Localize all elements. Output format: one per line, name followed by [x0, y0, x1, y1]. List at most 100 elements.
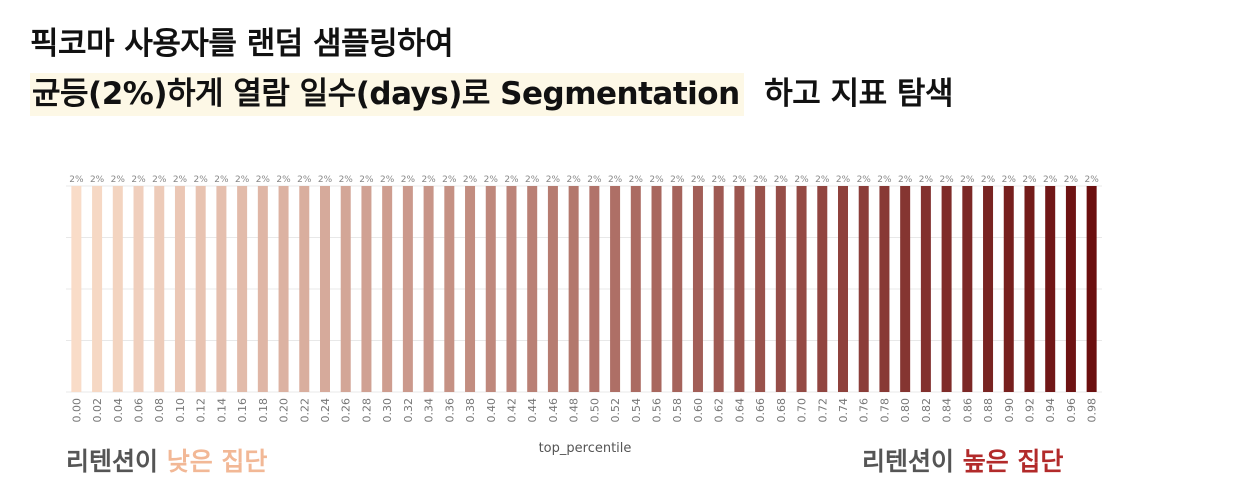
- data-label: 2%: [69, 175, 84, 185]
- data-label: 2%: [939, 175, 954, 185]
- x-tick-label: 0.20: [278, 398, 291, 423]
- data-label: 2%: [504, 175, 519, 185]
- bar: [920, 186, 931, 392]
- data-label: 2%: [442, 175, 457, 185]
- data-label: 2%: [981, 175, 996, 185]
- data-label: 2%: [857, 175, 872, 185]
- data-label: 2%: [256, 175, 271, 185]
- x-tick-label: 0.34: [423, 398, 436, 423]
- data-label: 2%: [1022, 175, 1037, 185]
- bar: [692, 186, 703, 392]
- x-tick-label: 0.88: [982, 398, 995, 423]
- bar: [444, 186, 455, 392]
- x-tick-label: 0.70: [796, 398, 809, 423]
- data-label: 2%: [898, 175, 913, 185]
- bar: [112, 186, 123, 392]
- bar: [71, 186, 82, 392]
- data-label: 2%: [194, 175, 209, 185]
- bar: [568, 186, 579, 392]
- data-label: 2%: [380, 175, 395, 185]
- bar: [92, 186, 103, 392]
- data-label: 2%: [1043, 175, 1058, 185]
- x-tick-label: 0.90: [1003, 398, 1016, 423]
- data-label: 2%: [276, 175, 291, 185]
- bar: [402, 186, 413, 392]
- data-label: 2%: [1064, 175, 1079, 185]
- x-tick-label: 0.96: [1065, 398, 1078, 423]
- bar: [941, 186, 952, 392]
- x-tick-label: 0.64: [733, 398, 746, 423]
- x-tick-label: 0.68: [775, 398, 788, 423]
- x-tick-label: 0.72: [816, 398, 829, 423]
- title-rest: 하고 지표 탐색: [764, 76, 953, 112]
- bar: [713, 186, 724, 392]
- bar: [547, 186, 558, 392]
- bar: [423, 186, 434, 392]
- data-label: 2%: [919, 175, 934, 185]
- data-label: 2%: [214, 175, 229, 185]
- x-tick-label: 0.16: [236, 398, 249, 423]
- low-retention-accent: 낮은 집단: [166, 447, 268, 476]
- data-label: 2%: [111, 175, 126, 185]
- x-tick-label: 0.80: [899, 398, 912, 423]
- x-tick-label: 0.60: [692, 398, 705, 423]
- x-tick-label: 0.26: [340, 398, 353, 423]
- data-label: 2%: [401, 175, 416, 185]
- data-label: 2%: [774, 175, 789, 185]
- x-tick-label: 0.48: [568, 398, 581, 423]
- x-tick-label: 0.42: [505, 398, 518, 423]
- x-tick-label: 0.40: [485, 398, 498, 423]
- data-label: 2%: [546, 175, 561, 185]
- x-tick-label: 0.04: [112, 398, 125, 423]
- x-tick-label: 0.58: [671, 398, 684, 423]
- bars: [71, 186, 1097, 392]
- x-tick-label: 0.46: [547, 398, 560, 423]
- data-label: 2%: [815, 175, 830, 185]
- x-tick-label: 0.98: [1086, 398, 1099, 423]
- x-tick-label: 0.32: [402, 398, 415, 423]
- data-label: 2%: [670, 175, 685, 185]
- x-tick-label: 0.36: [443, 398, 456, 423]
- data-label: 2%: [484, 175, 499, 185]
- x-tick-label: 0.18: [257, 398, 270, 423]
- x-tick-label: 0.56: [651, 398, 664, 423]
- data-label: 2%: [339, 175, 354, 185]
- data-label: 2%: [152, 175, 167, 185]
- x-tick-label: 0.10: [174, 398, 187, 423]
- data-label: 2%: [877, 175, 892, 185]
- bar: [278, 186, 289, 392]
- bar: [485, 186, 496, 392]
- bar: [340, 186, 351, 392]
- title-highlight: 균등(2%)하게 열람 일수(days)로 Segmentation: [30, 73, 744, 116]
- bar: [755, 186, 766, 392]
- x-tick-label: 0.66: [754, 398, 767, 423]
- bar: [879, 186, 890, 392]
- bar: [320, 186, 330, 392]
- bar: [174, 186, 185, 392]
- bar: [983, 186, 994, 392]
- data-label: 2%: [836, 175, 851, 185]
- bar: [630, 186, 641, 392]
- data-label: 2%: [1002, 175, 1017, 185]
- bar: [257, 186, 268, 392]
- bar: [237, 186, 248, 392]
- bar: [610, 186, 621, 392]
- bar: [361, 186, 372, 392]
- x-tick-label: 0.30: [381, 398, 394, 423]
- high-retention-label: 리텐션이 높은 집단: [862, 442, 1063, 478]
- bar: [506, 186, 517, 392]
- data-labels: 2% 2% 2% 2% 2% 2% 2% 2% 2% 2% 2% 2% 2% 2% 2% 2% 2% 2% 2% 2%…: [69, 175, 1099, 185]
- x-tick-label: 0.94: [1044, 398, 1057, 423]
- x-tick-label: 0.38: [464, 398, 477, 423]
- x-tick-label: 0.14: [215, 398, 228, 423]
- x-tick-label: 0.82: [920, 398, 933, 423]
- x-tick-label: 0.86: [961, 398, 974, 423]
- bar: [962, 186, 973, 392]
- x-tick-label: 0.00: [70, 398, 83, 423]
- data-label: 2%: [608, 175, 623, 185]
- bar: [900, 186, 911, 392]
- bar: [1024, 186, 1035, 392]
- bar: [133, 186, 144, 392]
- data-label: 2%: [712, 175, 727, 185]
- bar: [1086, 186, 1097, 392]
